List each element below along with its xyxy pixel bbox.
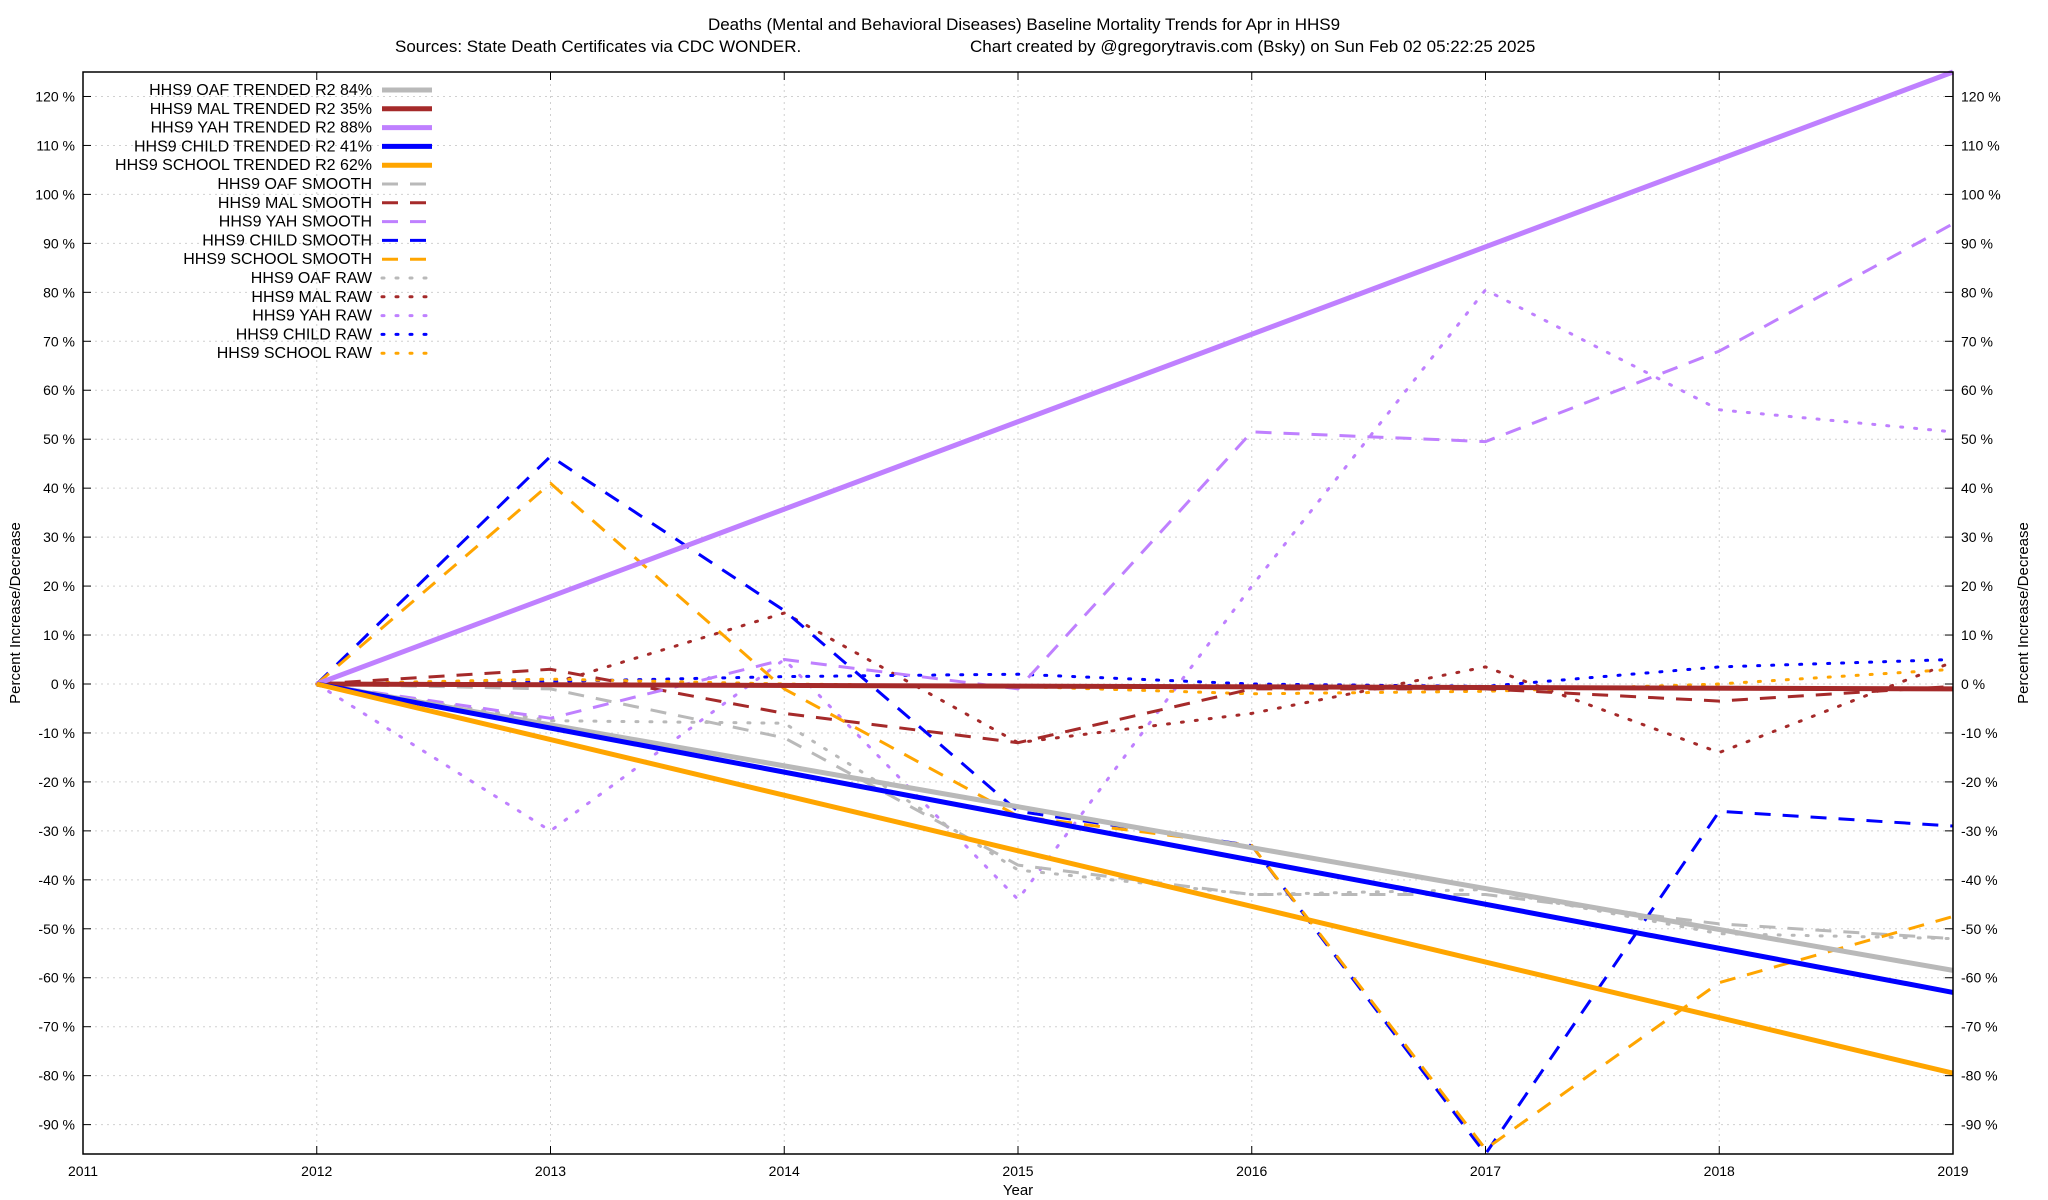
y-tick-label-right: 0 % (1961, 676, 1985, 692)
y-axis-label-left: Percent Increase/Decrease (7, 522, 24, 704)
y-tick-label-right: 70 % (1961, 333, 1993, 349)
y-tick-label-left: 80 % (43, 284, 75, 300)
y-tick-label-right: 40 % (1961, 480, 1993, 496)
series-line-6 (316, 667, 1954, 745)
legend-label: HHS9 CHILD RAW (236, 326, 373, 343)
x-tick-label: 2015 (1002, 1163, 1033, 1179)
y-tick-label-right: -30 % (1961, 823, 1998, 839)
legend-label: HHS9 OAF SMOOTH (217, 176, 372, 193)
y-tick-label-right: 60 % (1961, 382, 1993, 398)
y-tick-label-left: 60 % (43, 382, 75, 398)
series-line-3 (316, 681, 1954, 995)
legend-label: HHS9 CHILD TRENDED R2 41% (134, 138, 372, 155)
series-line-5 (316, 682, 1954, 941)
y-tick-label-right: -50 % (1961, 921, 1998, 937)
y-tick-label-left: 20 % (43, 578, 75, 594)
series-line-9 (315, 481, 1954, 1151)
y-tick-label-left: -60 % (38, 970, 75, 986)
y-axis-label-right: Percent Increase/Decrease (2015, 522, 2032, 704)
y-tick-label-right: 120 % (1961, 88, 2001, 104)
series-line-12 (315, 288, 1955, 901)
y-tick-label-left: -20 % (38, 774, 75, 790)
chart-subtitle-source: Sources: State Death Certificates via CD… (395, 37, 801, 56)
y-tick-label-left: 40 % (43, 480, 75, 496)
legend-label: HHS9 YAH SMOOTH (219, 214, 372, 231)
y-tick-label-left: -40 % (38, 872, 75, 888)
series-line-11 (315, 611, 1955, 754)
legend-label: HHS9 YAH TRENDED R2 88% (151, 120, 372, 137)
x-tick-label: 2014 (769, 1163, 800, 1179)
x-tick-label: 2013 (535, 1163, 566, 1179)
series-line-10 (315, 682, 1955, 941)
legend-label: HHS9 YAH RAW (252, 308, 373, 325)
y-tick-label-right: -80 % (1961, 1068, 1998, 1084)
y-tick-label-left: 100 % (35, 186, 75, 202)
series-line-0 (316, 681, 1954, 973)
legend-label: HHS9 SCHOOL TRENDED R2 62% (115, 157, 372, 174)
x-tick-label: 2017 (1470, 1163, 1501, 1179)
y-tick-label-right: -40 % (1961, 872, 1998, 888)
y-tick-label-left: 70 % (43, 333, 75, 349)
y-tick-label-left: -10 % (38, 725, 75, 741)
y-tick-label-left: -80 % (38, 1068, 75, 1084)
y-tick-label-left: 110 % (36, 137, 75, 153)
series-line-8 (315, 454, 1954, 1156)
series-line-4 (316, 681, 1954, 1076)
y-tick-label-right: 110 % (1961, 137, 2000, 153)
y-tick-label-left: 50 % (43, 431, 75, 447)
y-tick-label-left: -90 % (38, 1117, 75, 1133)
x-tick-label: 2016 (1236, 1163, 1267, 1179)
y-tick-label-right: -90 % (1961, 1117, 1998, 1133)
legend-label: HHS9 OAF TRENDED R2 84% (149, 82, 372, 99)
series-line-1 (316, 681, 1954, 692)
x-axis-label: Year (1003, 1182, 1033, 1199)
legend-label: HHS9 CHILD SMOOTH (202, 232, 372, 249)
chart-title: Deaths (Mental and Behavioral Diseases) … (708, 15, 1340, 34)
x-tick-label: 2012 (301, 1163, 332, 1179)
chart-subtitle-credit: Chart created by @gregorytravis.com (Bsk… (970, 37, 1535, 56)
y-tick-label-right: 80 % (1961, 284, 1993, 300)
y-tick-label-right: -70 % (1961, 1019, 1998, 1035)
y-tick-label-right: 90 % (1961, 235, 1993, 251)
series-line-7 (316, 222, 1954, 720)
legend-label: HHS9 SCHOOL SMOOTH (183, 251, 372, 268)
y-tick-label-left: -30 % (38, 823, 75, 839)
x-tick-label: 2018 (1704, 1163, 1735, 1179)
y-tick-label-right: 30 % (1961, 529, 1993, 545)
y-tick-label-right: -20 % (1961, 774, 1998, 790)
y-tick-label-right: 20 % (1961, 578, 1993, 594)
tick-layer: 120 % 120 % 110 % 110 % 100 % 100 % 90 % 90 % 80… (35, 72, 2001, 1179)
x-tick-label: 2019 (1937, 1163, 1968, 1179)
y-tick-label-right: 10 % (1961, 627, 1993, 643)
series-line-2 (315, 69, 1954, 687)
legend: HHS9 OAF TRENDED R2 84% HHS9 MAL TRENDED … (115, 82, 434, 362)
y-tick-label-right: -60 % (1961, 970, 1998, 986)
legend-label: HHS9 SCHOOL RAW (217, 345, 373, 362)
y-tick-label-left: 10 % (43, 627, 75, 643)
legend-label: HHS9 OAF RAW (251, 270, 373, 287)
series-layer (315, 69, 1955, 1156)
y-tick-label-left: 0 % (51, 676, 75, 692)
y-tick-label-left: -70 % (38, 1019, 75, 1035)
x-tick-label: 2011 (68, 1163, 98, 1179)
legend-label: HHS9 MAL TRENDED R2 35% (150, 101, 372, 118)
legend-label: HHS9 MAL RAW (251, 289, 373, 306)
y-tick-label-left: 90 % (43, 235, 75, 251)
y-tick-label-left: 30 % (43, 529, 75, 545)
y-tick-label-right: 100 % (1961, 186, 2001, 202)
y-tick-label-right: 50 % (1961, 431, 1993, 447)
y-tick-label-left: 120 % (35, 88, 75, 104)
y-tick-label-right: -10 % (1961, 725, 1998, 741)
legend-label: HHS9 MAL SMOOTH (218, 195, 372, 212)
y-tick-label-left: -50 % (38, 921, 75, 937)
